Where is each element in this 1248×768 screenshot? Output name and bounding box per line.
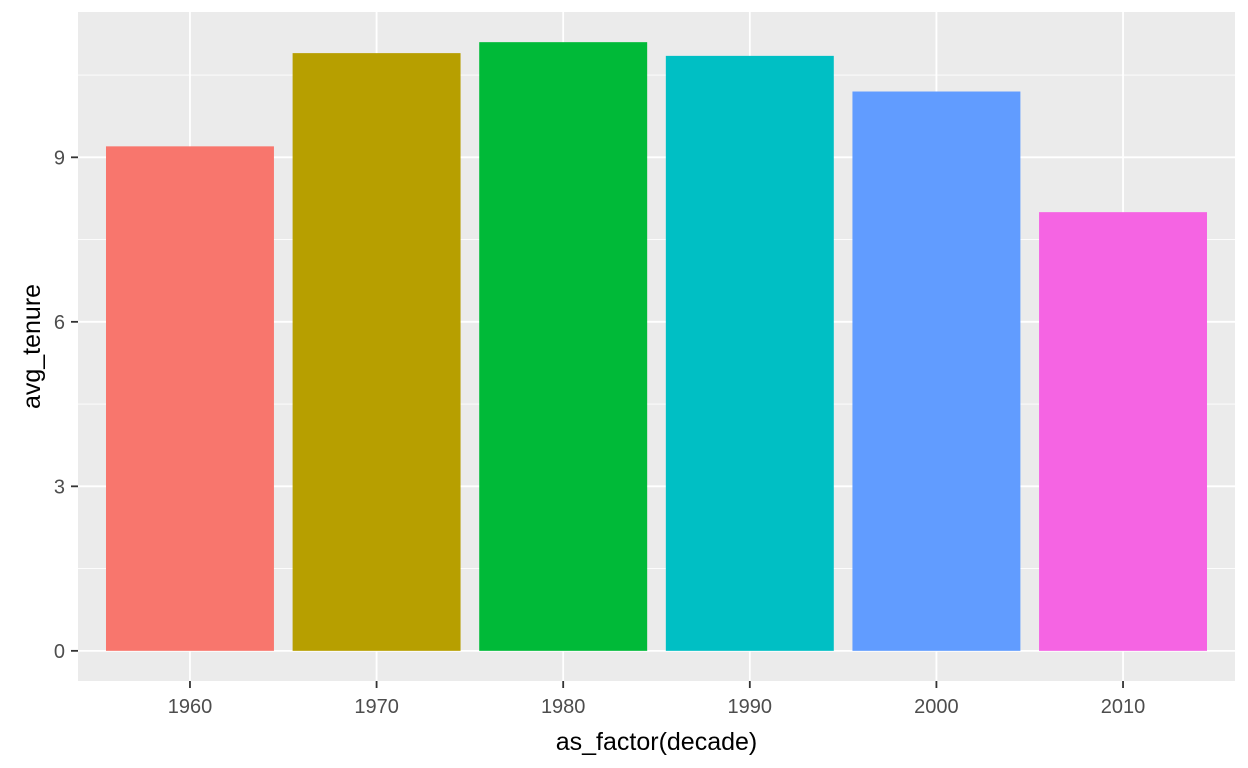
bar-1960 xyxy=(105,146,274,651)
bar-2000 xyxy=(852,91,1021,651)
y-tick-label: 6 xyxy=(54,312,65,334)
y-axis: 0 3 6 9 xyxy=(54,147,78,663)
y-tick-label: 9 xyxy=(54,147,65,169)
y-axis-title: avg_tenure xyxy=(18,284,46,409)
x-axis-title: as_factor(decade) xyxy=(556,728,758,756)
bar-1990 xyxy=(665,55,834,651)
x-tick-label: 1980 xyxy=(541,696,586,718)
x-axis: 1960 1970 1980 1990 2000 2010 xyxy=(168,681,1146,718)
bar-1980 xyxy=(479,42,648,651)
x-tick-label: 2000 xyxy=(914,696,959,718)
y-tick-label: 0 xyxy=(54,641,65,663)
bar-1970 xyxy=(292,53,461,651)
bars-group xyxy=(105,42,1208,651)
x-tick-label: 1970 xyxy=(354,696,399,718)
x-tick-label: 1990 xyxy=(728,696,773,718)
bar-2010 xyxy=(1039,212,1208,651)
x-tick-label: 2010 xyxy=(1101,696,1146,718)
y-tick-label: 3 xyxy=(54,476,65,498)
x-tick-label: 1960 xyxy=(168,696,213,718)
